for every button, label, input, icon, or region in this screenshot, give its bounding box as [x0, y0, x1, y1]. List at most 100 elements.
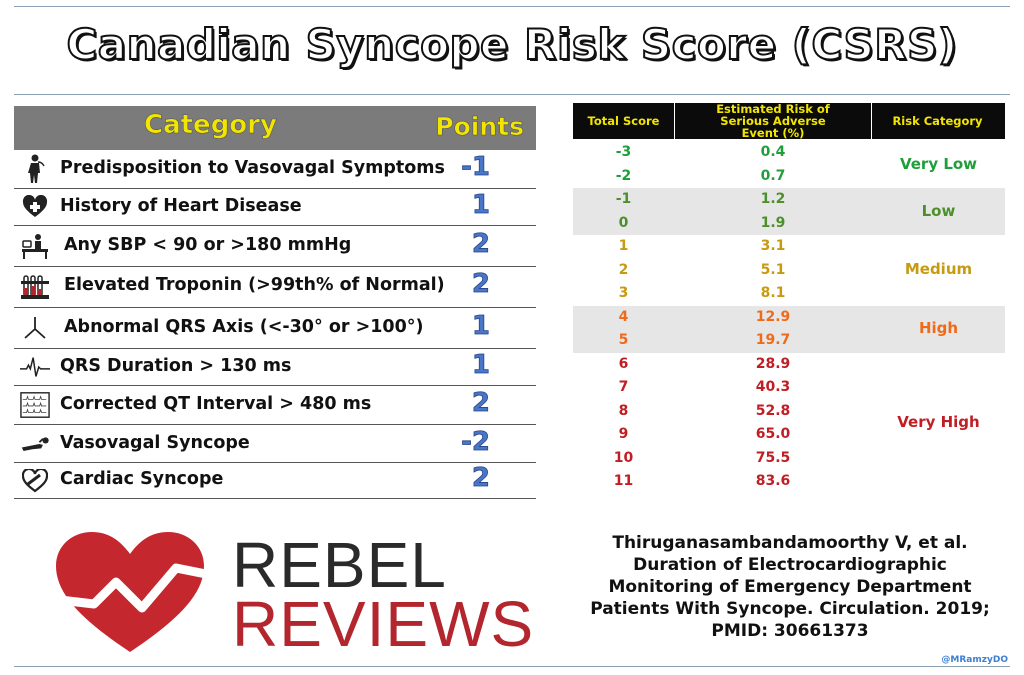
criteria-label: Any SBP < 90 or >180 mmHg: [64, 235, 352, 255]
total-score-cell: 11: [613, 473, 634, 489]
ecg-wave-icon: [20, 352, 50, 382]
risk-row: 2 5.1: [573, 259, 1005, 283]
risk-row: 8 52.8: [573, 400, 1005, 424]
criteria-row: Predisposition to Vasovagal Symptoms -1: [14, 150, 536, 189]
criteria-table-header: Category Points: [14, 106, 536, 150]
total-score-cell: 1: [618, 238, 629, 254]
top-rule: [14, 6, 1010, 7]
criteria-row: QRS Duration > 130 ms 1: [14, 349, 536, 386]
criteria-label: Vasovagal Syncope: [60, 433, 250, 453]
citation-line: PMID: 30661373: [711, 621, 869, 641]
criteria-row: Any SBP < 90 or >180 mmHg 2: [14, 226, 536, 267]
risk-band: [573, 188, 1005, 235]
risk-table: Total Score Estimated Risk of Serious Ad…: [573, 103, 1005, 499]
total-score-cell: 10: [613, 449, 634, 466]
citation-line: Thiruganasambandamoorthy V, et al.: [612, 533, 968, 553]
criteria-label: Cardiac Syncope: [60, 469, 224, 489]
risk-row: 6 28.9: [573, 353, 1005, 377]
criteria-label: QRS Duration > 130 ms: [60, 356, 292, 376]
risk-category-cell: Very Low: [899, 154, 978, 173]
risk-category-cell: High: [918, 319, 959, 337]
author-handle: @MRamzyDO: [941, 655, 1008, 665]
criteria-row: Vasovagal Syncope -2: [14, 425, 536, 463]
risk-row: 3 8.1: [573, 282, 1005, 306]
risk-percent-cell: 19.7: [755, 332, 791, 348]
risk-percent-cell: 28.9: [755, 355, 791, 372]
risk-row: 10 75.5: [573, 447, 1005, 471]
points-header: Points: [435, 112, 524, 142]
risk-percent-cell: 52.8: [755, 402, 791, 419]
risk-percent-cell: 1.2: [760, 191, 786, 207]
citation-line: Patients With Syncope. Circulation. 2019…: [590, 599, 990, 619]
risk-row: 11 83.6: [573, 470, 1005, 494]
criteria-points: 1: [471, 311, 491, 342]
risk-percent-cell: 12.9: [755, 308, 791, 325]
total-score-cell: -2: [615, 167, 632, 184]
test-tubes-icon: [20, 272, 50, 302]
criteria-points: 1: [471, 350, 491, 381]
risk-row: -3 0.4: [573, 141, 1005, 165]
criteria-points: -2: [461, 427, 491, 458]
total-score-cell: 4: [618, 308, 629, 325]
title-rule: [14, 94, 1010, 95]
axis-icon: [20, 313, 50, 343]
risk-band: [573, 305, 1005, 353]
risk-percent-cell: 3.1: [760, 238, 786, 254]
risk-percent-cell: 0.4: [760, 144, 786, 160]
criteria-points: 2: [471, 463, 491, 494]
heart-logo-icon: [56, 532, 207, 652]
criteria-row: Cardiac Syncope 2: [14, 463, 536, 499]
fainting-person-icon: [20, 429, 50, 459]
risk-category-header: Risk Category: [892, 114, 983, 128]
risk-percent-cell: 0.7: [760, 167, 786, 184]
criteria-row: History of Heart Disease 1: [14, 189, 536, 226]
criteria-row: Corrected QT Interval > 480 ms 2: [14, 386, 536, 425]
risk-percent-cell: 40.3: [755, 379, 791, 395]
risk-row: 1 3.1: [573, 235, 1005, 259]
risk-row: 9 65.0: [573, 423, 1005, 447]
total-score-cell: 5: [618, 332, 629, 348]
page-title: Canadian Syncope Risk Score (CSRS): [65, 19, 958, 70]
logo-line1: REBEL: [232, 529, 447, 601]
criteria-label: Predisposition to Vasovagal Symptoms: [60, 158, 445, 178]
total-score-header: Total Score: [587, 114, 660, 128]
total-score-cell: 3: [618, 285, 629, 301]
risk-percent-cell: 65.0: [755, 426, 791, 442]
risk-percent-cell: 5.1: [760, 261, 786, 278]
criteria-points: -1: [461, 152, 491, 183]
criteria-points: 2: [471, 269, 491, 300]
risk-row: 0 1.9: [573, 212, 1005, 236]
citation: Thiruganasambandamoorthy V, et al. Durat…: [588, 532, 992, 642]
risk-percent-cell: 1.9: [760, 214, 786, 231]
criteria-row: Abnormal QRS Axis (<-30° or >100°) 1: [14, 308, 536, 349]
criteria-label: History of Heart Disease: [60, 196, 302, 216]
risk-row: 4 12.9: [573, 306, 1005, 330]
risk-category-cell: Very High: [897, 413, 980, 431]
criteria-label: Corrected QT Interval > 480 ms: [60, 394, 372, 414]
bottom-rule: [14, 666, 1010, 667]
citation-line: Duration of Electrocardiographic: [633, 555, 947, 575]
risk-category-cell: Medium: [904, 260, 973, 279]
risk-row: 7 40.3: [573, 376, 1005, 400]
total-score-cell: 2: [618, 261, 629, 278]
total-score-cell: 7: [618, 379, 629, 395]
risk-header: Estimated Risk of Serious Adverse Event …: [674, 103, 872, 139]
risk-table-body: -3 0.4 -2 0.7 Very Low -1 1.2 0 1.9 Low 1 3.1 2 5.1 3 8…: [573, 139, 1005, 499]
total-score-cell: -1: [615, 191, 632, 207]
total-score-cell: 0: [618, 214, 629, 231]
risk-category-cell: Low: [921, 201, 956, 220]
category-header: Category: [144, 110, 278, 141]
logo-line2: REVIEWS: [232, 588, 535, 660]
risk-row: -1 1.2: [573, 188, 1005, 212]
total-score-cell: 9: [618, 426, 629, 442]
citation-line: Monitoring of Emergency Department: [608, 577, 972, 597]
risk-table-header: Total Score Estimated Risk of Serious Ad…: [573, 103, 1005, 139]
criteria-points: 1: [471, 190, 491, 221]
total-score-cell: 6: [618, 355, 629, 372]
heart-plus-icon: [20, 192, 50, 222]
criteria-points: 2: [471, 388, 491, 419]
criteria-label: Elevated Troponin (>99th% of Normal): [64, 275, 445, 295]
risk-percent-cell: 8.1: [760, 285, 786, 301]
risk-row: 5 19.7: [573, 329, 1005, 353]
criteria-label: Abnormal QRS Axis (<-30° or >100°): [64, 317, 424, 337]
